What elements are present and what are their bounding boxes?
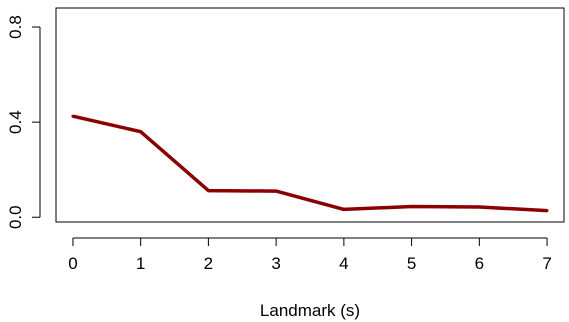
y-tick-label: 0.8 xyxy=(6,15,25,39)
x-tick-label: 1 xyxy=(136,254,145,273)
x-tick-label: 6 xyxy=(475,254,484,273)
y-tick-label: 0.4 xyxy=(6,110,25,134)
data-point xyxy=(139,130,143,134)
plot-frame xyxy=(55,7,565,223)
y-tick-label: 0.0 xyxy=(6,205,25,229)
data-point xyxy=(545,209,549,213)
data-point xyxy=(71,114,75,118)
data-point xyxy=(206,189,210,193)
series-line xyxy=(72,114,548,213)
x-tick-label: 0 xyxy=(68,254,77,273)
x-axis: 0 1 2 3 4 5 6 7 xyxy=(68,237,552,273)
x-tick-label: 7 xyxy=(542,254,551,273)
x-tick-label: 5 xyxy=(407,254,416,273)
series-layer xyxy=(71,114,549,213)
y-axis: 0.0 0.4 0.8 xyxy=(6,15,41,229)
x-tick-label: 2 xyxy=(204,254,213,273)
data-point xyxy=(274,189,278,193)
x-tick-label: 3 xyxy=(271,254,280,273)
data-point xyxy=(477,205,481,209)
data-point xyxy=(410,205,414,209)
x-tick-label: 4 xyxy=(339,254,348,273)
data-point xyxy=(342,207,346,211)
x-axis-title: Landmark (s) xyxy=(260,301,360,320)
